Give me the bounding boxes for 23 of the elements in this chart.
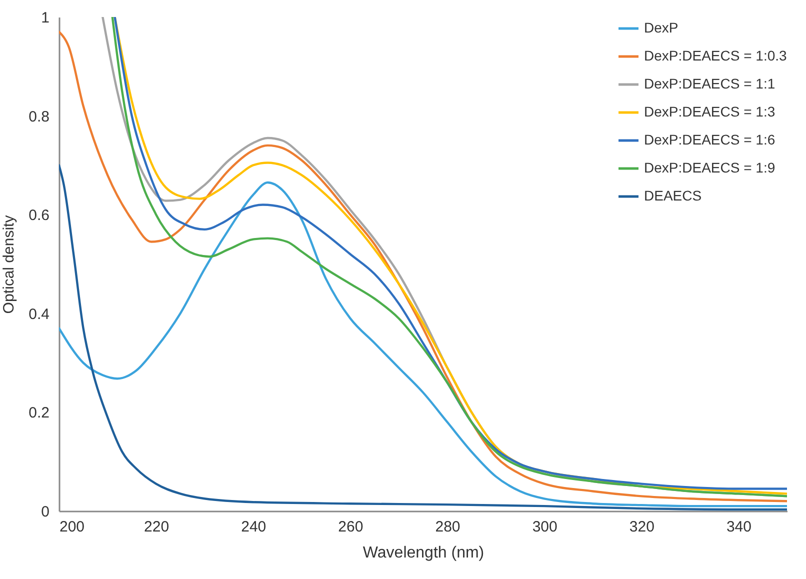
y-tick-label: 0.4 [28, 306, 50, 323]
y-tick-label: 0.8 [28, 108, 50, 126]
y-tick-label: 0.2 [28, 404, 50, 422]
y-tick-label: 0.6 [28, 207, 50, 224]
x-tick-label: 280 [435, 518, 460, 536]
x-tick-label: 200 [60, 518, 85, 536]
legend-label: DexP:DEAECS = 1:1 [644, 76, 776, 92]
x-tick-label: 220 [144, 518, 170, 536]
legend-label: DexP:DEAECS = 1:0.3 [644, 48, 788, 64]
x-tick-label: 300 [532, 518, 558, 536]
x-tick-label: 320 [629, 518, 654, 536]
legend-label: DexP:DEAECS = 1:6 [644, 132, 776, 148]
legend-label: DEAECS [644, 188, 702, 204]
x-axis-title: Wavelength (nm) [362, 544, 484, 562]
legend-label: DexP [644, 20, 678, 36]
y-tick-label: 0 [41, 504, 50, 520]
y-axis-title: Optical density [0, 214, 18, 314]
legend-label: DexP:DEAECS = 1:9 [644, 160, 776, 176]
x-tick-label: 340 [726, 518, 752, 536]
legend-label: DexP:DEAECS = 1:3 [644, 104, 776, 120]
y-tick-label: 1 [41, 10, 50, 26]
x-tick-label: 260 [338, 518, 364, 536]
x-tick-label: 240 [241, 518, 266, 536]
